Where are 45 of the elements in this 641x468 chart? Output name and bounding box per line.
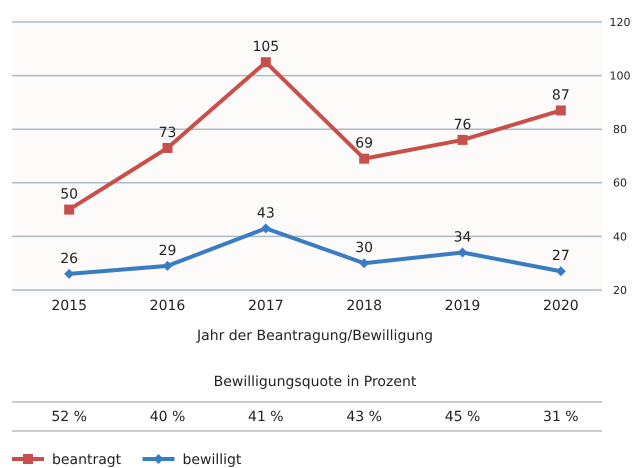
legend-label: bewilligt [182, 452, 242, 468]
data-label: 26 [60, 250, 78, 267]
text: Bewilligungsquote in Prozent [214, 374, 417, 390]
point [64, 204, 74, 215]
point [556, 266, 566, 276]
text: 41 % [248, 409, 284, 425]
text: 52 % [51, 409, 87, 425]
point [162, 260, 172, 271]
x-tick-label: 2018 [346, 298, 382, 314]
x-tick-label: 2020 [543, 298, 579, 314]
y-tick-label: 60 [613, 176, 627, 190]
point [260, 57, 271, 68]
legend-label: beantragt [52, 452, 122, 468]
text: 31 % [543, 409, 579, 425]
point [359, 258, 370, 268]
point [458, 247, 468, 258]
x-tick-label: 2015 [51, 298, 87, 314]
text: 43 % [346, 409, 382, 425]
y-tick-label: 120 [610, 16, 630, 29]
text: 40 % [150, 409, 186, 425]
data-label: 30 [355, 240, 374, 256]
x-tick-label: 2016 [150, 298, 186, 314]
point [162, 142, 172, 153]
data-label: 50 [60, 186, 78, 203]
data-label: 73 [158, 124, 176, 141]
data-label: 43 [256, 205, 275, 222]
data-label: 105 [252, 39, 280, 56]
x-tick-label: 2019 [444, 298, 480, 314]
data-label: 27 [552, 248, 570, 264]
data-label: 34 [454, 229, 472, 246]
point [556, 105, 566, 116]
data-label: 87 [552, 87, 570, 104]
y-tick-label: 40 [613, 230, 627, 244]
point [260, 223, 271, 234]
y-tick-label: 100 [610, 69, 630, 82]
data-label: 69 [355, 136, 374, 152]
y-tick-label: 20 [613, 284, 627, 297]
data-label: 29 [158, 242, 176, 259]
x-tick-label: 2017 [248, 298, 284, 314]
x-axis-title: Jahr der Beantragung/Bewilligung [196, 328, 433, 344]
data-label: 76 [454, 116, 472, 133]
point [359, 154, 370, 164]
point [458, 134, 468, 145]
y-tick-label: 80 [613, 123, 627, 136]
text: 45 % [444, 409, 480, 425]
